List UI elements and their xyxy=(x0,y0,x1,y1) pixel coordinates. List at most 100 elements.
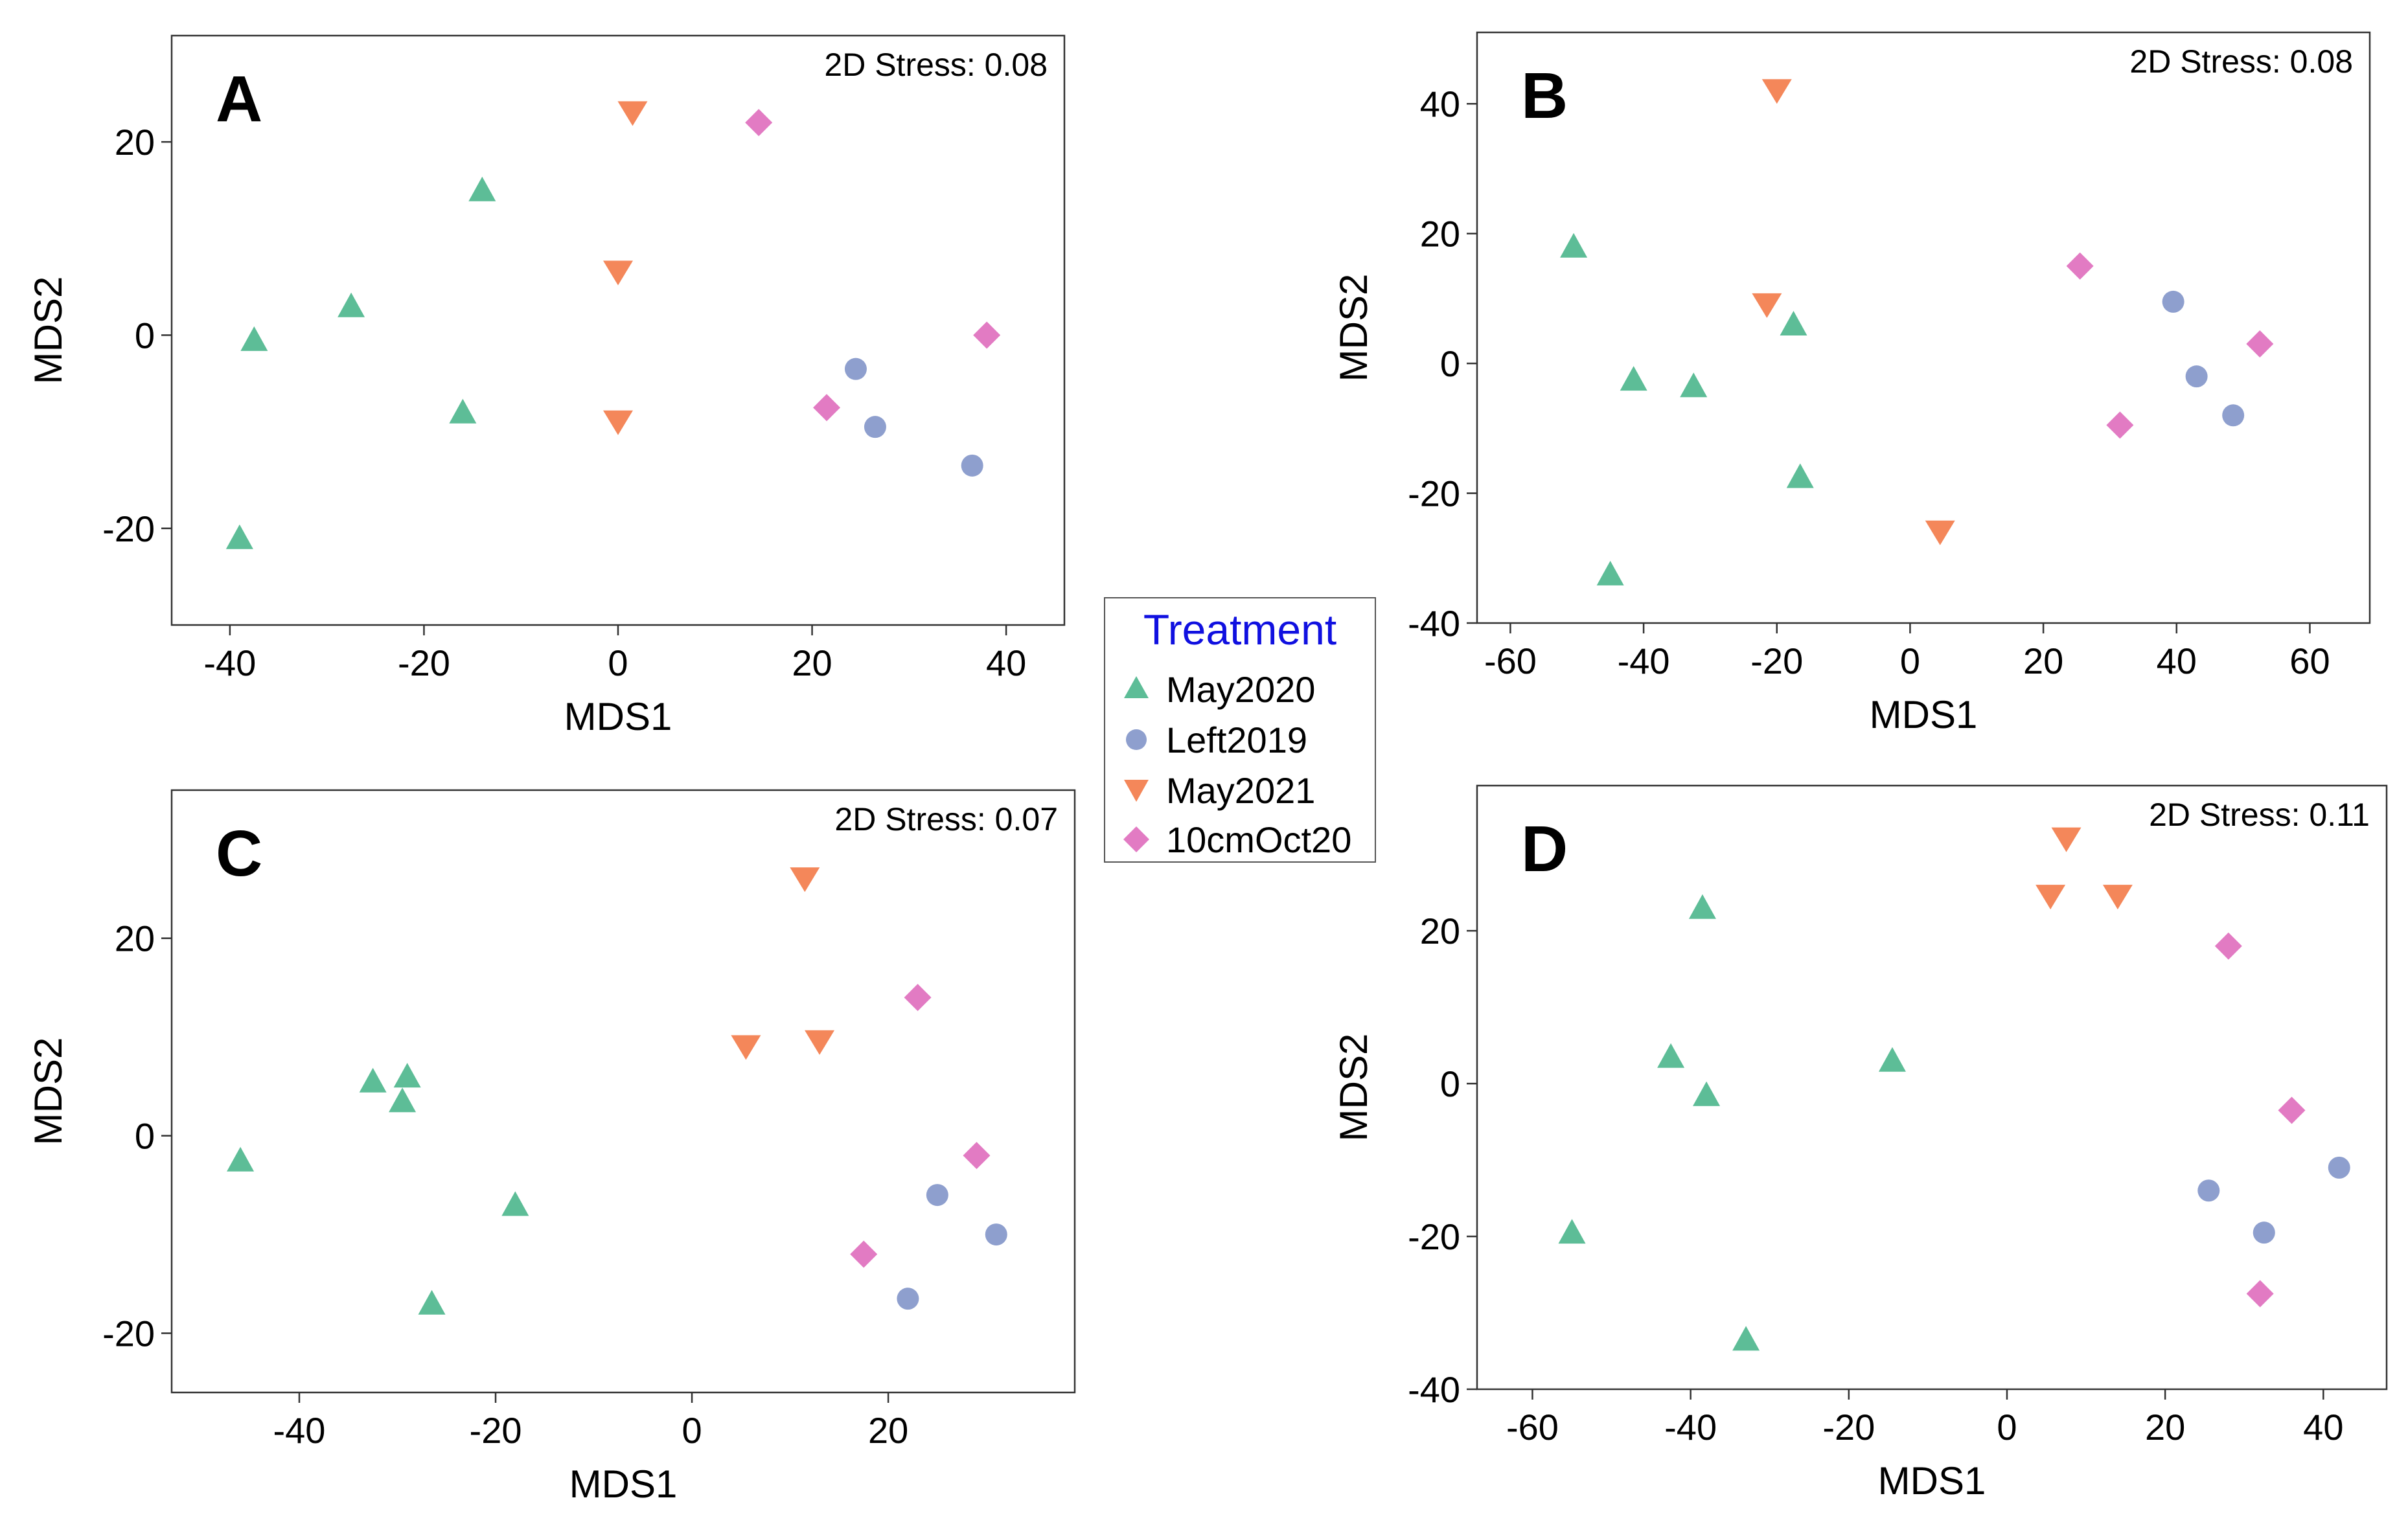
legend-item-may2020: May2020 xyxy=(1118,664,1315,714)
x-tick-label: 40 xyxy=(986,642,1026,683)
point-10cmoct20 xyxy=(2278,1096,2306,1124)
stress-annotation: 2D Stress: 0.07 xyxy=(834,801,1058,837)
plot-frame xyxy=(170,34,1066,626)
point-left2019 xyxy=(2222,404,2245,427)
point-10cmoct20 xyxy=(813,394,841,422)
point-may2020 xyxy=(1558,1219,1586,1244)
y-axis-title: MDS2 xyxy=(1332,274,1375,382)
x-axis-title: MDS1 xyxy=(569,1462,678,1506)
point-may2021 xyxy=(603,260,633,286)
legend: Treatment May2020 Left2019 May2021 10cmO… xyxy=(1104,597,1376,863)
point-may2020 xyxy=(1620,366,1647,391)
x-axis-title: MDS1 xyxy=(1870,693,1978,736)
point-10cmoct20 xyxy=(850,1240,878,1268)
point-may2020 xyxy=(1657,1043,1685,1068)
panel-d: -60 -40 -20 0 20 40 -40 -20 0 20 MDS1 MDS2 2D Stress… xyxy=(1332,784,2388,1503)
point-10cmoct20 xyxy=(963,1142,991,1170)
y-tick-label: -40 xyxy=(1408,603,1460,644)
point-10cmoct20 xyxy=(2066,252,2094,280)
point-10cmoct20 xyxy=(2246,1280,2274,1308)
y-tick-label: 0 xyxy=(1440,343,1460,384)
point-left2019 xyxy=(2162,290,2184,313)
legend-label: May2021 xyxy=(1166,769,1316,811)
x-axis-title: MDS1 xyxy=(1878,1459,1986,1503)
point-may2020 xyxy=(501,1191,529,1216)
stress-annotation: 2D Stress: 0.11 xyxy=(2149,797,2370,833)
x-tick-label: 20 xyxy=(2023,641,2063,681)
x-tick-label: 0 xyxy=(1997,1407,2017,1448)
point-may2020 xyxy=(1878,1047,1906,1072)
triangle-down-icon xyxy=(1124,780,1149,802)
point-left2019 xyxy=(2328,1156,2350,1179)
x-tick-label: -20 xyxy=(1822,1407,1875,1448)
plot-frame xyxy=(170,789,1076,1394)
y-tick-label: 0 xyxy=(1440,1063,1460,1104)
point-may2021 xyxy=(790,867,820,892)
point-left2019 xyxy=(897,1288,919,1310)
point-may2021 xyxy=(805,1030,835,1055)
point-may2020 xyxy=(227,1146,255,1172)
x-tick-label: 0 xyxy=(682,1410,702,1451)
point-left2019 xyxy=(985,1223,1007,1246)
plot-frame xyxy=(1476,31,2371,624)
panel-letter: A xyxy=(216,63,262,135)
panel-letter: C xyxy=(216,817,262,890)
point-left2019 xyxy=(926,1184,948,1207)
x-tick-label: -60 xyxy=(1506,1407,1559,1448)
x-tick-label: -40 xyxy=(273,1410,326,1451)
point-may2020 xyxy=(468,176,496,201)
x-tick-label: -40 xyxy=(1664,1407,1717,1448)
legend-item-10cmoct20: 10cmOct20 xyxy=(1118,815,1351,864)
legend-title: Treatment xyxy=(1143,606,1337,653)
x-tick-label: -20 xyxy=(1750,641,1803,681)
point-may2020 xyxy=(338,292,365,317)
point-left2019 xyxy=(2197,1179,2220,1202)
panel-b: -60 -40 -20 0 20 40 60 -40 -20 0 20 40 MDS1 MDS2 2D St… xyxy=(1332,31,2371,736)
point-left2019 xyxy=(844,358,867,380)
point-may2021 xyxy=(731,1035,761,1060)
x-tick-label: 0 xyxy=(608,642,628,683)
point-may2021 xyxy=(1752,293,1782,318)
x-tick-label: -20 xyxy=(470,1410,522,1451)
legend-item-left2019: Left2019 xyxy=(1118,715,1307,764)
point-may2020 xyxy=(393,1063,421,1088)
diamond-icon xyxy=(1123,826,1149,852)
x-tick-label: -60 xyxy=(1484,641,1537,681)
legend-label: Left2019 xyxy=(1166,719,1307,760)
point-10cmoct20 xyxy=(2106,411,2134,439)
x-tick-label: -40 xyxy=(203,642,256,683)
y-axis-title: MDS2 xyxy=(27,1038,70,1146)
point-may2021 xyxy=(1925,520,1955,545)
x-tick-label: 60 xyxy=(2289,641,2330,681)
y-tick-label: 20 xyxy=(1420,214,1460,255)
y-tick-label: 20 xyxy=(115,918,155,959)
x-tick-label: 20 xyxy=(792,642,832,683)
point-10cmoct20 xyxy=(2214,932,2242,960)
y-tick-label: -20 xyxy=(102,1313,155,1354)
legend-label: 10cmOct20 xyxy=(1166,819,1352,860)
y-tick-label: 20 xyxy=(115,122,155,163)
point-may2020 xyxy=(389,1087,417,1113)
point-may2020 xyxy=(240,326,268,351)
panel-c: -40 -20 0 20 -20 0 20 MDS1 MDS2 2D Stress: 0.07 C xyxy=(27,789,1076,1506)
y-axis-title: MDS2 xyxy=(27,277,70,385)
x-tick-label: 0 xyxy=(1900,641,1920,681)
stress-annotation: 2D Stress: 0.08 xyxy=(824,47,1048,83)
panel-letter: B xyxy=(1521,60,1568,132)
point-may2021 xyxy=(603,410,633,435)
point-10cmoct20 xyxy=(904,984,932,1012)
point-10cmoct20 xyxy=(745,109,773,137)
point-may2020 xyxy=(1596,560,1624,585)
x-axis-title: MDS1 xyxy=(564,695,672,738)
point-may2020 xyxy=(1786,463,1814,488)
point-may2020 xyxy=(418,1289,446,1315)
point-may2020 xyxy=(359,1067,387,1093)
circle-icon xyxy=(1126,729,1147,750)
point-may2020 xyxy=(449,398,477,424)
x-tick-label: 40 xyxy=(2157,641,2197,681)
stress-annotation: 2D Stress: 0.08 xyxy=(2129,43,2353,80)
panel-a: -40 -20 0 20 40 -20 0 20 MDS1 MDS2 2D Stress: 0.08… xyxy=(27,34,1066,738)
y-tick-label: -40 xyxy=(1408,1369,1460,1410)
point-may2020 xyxy=(1732,1326,1760,1351)
